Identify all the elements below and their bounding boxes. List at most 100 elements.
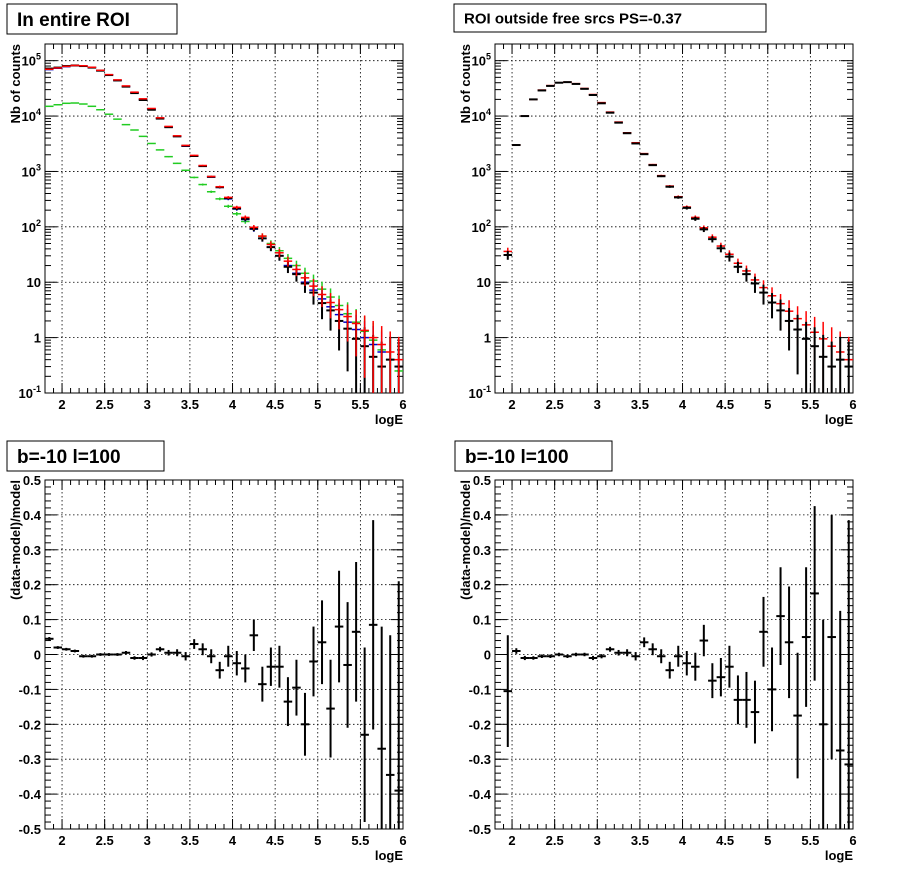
data-point [138,655,148,661]
data-point [343,304,352,342]
y-tick-label: -0.1 [469,682,491,697]
data-point [742,671,751,728]
data-point [537,654,547,658]
y-tick-label: 1 [484,331,491,346]
x-tick-label: 3.5 [181,833,199,848]
data-point [189,639,199,649]
data-point [793,652,802,779]
y-tick-label: -0.5 [469,822,491,837]
data-point [385,331,395,393]
data-point [70,649,80,653]
data-point [691,652,700,681]
data-point [725,645,734,688]
data-point [776,299,785,331]
y-tick-label: 0 [34,648,41,663]
data-point [844,520,853,829]
data-point [767,293,777,319]
data-point [351,310,361,357]
x-tick-label: 5.5 [801,833,819,848]
y-axis-label: (data-model)/model [458,480,473,600]
data-point [224,645,233,667]
data-point [181,169,190,172]
x-tick-label: 4 [679,397,687,412]
title-box [454,440,613,472]
data-point [155,149,165,151]
data-point [793,314,802,375]
data-point [377,326,386,393]
data-point [45,637,54,641]
data-point [827,514,836,760]
y-tick-label: 0.1 [23,613,41,628]
data-point [258,666,267,702]
data-point [656,175,666,178]
data-point [360,647,369,823]
y-tick-label: 0.5 [23,473,41,488]
data-point [699,624,709,657]
data-point [810,327,819,393]
plot-frame [44,479,404,830]
data-point [767,647,777,732]
data-point [716,657,726,697]
spectrum-all-panel: 2 2.5 3 3.5 4 4.5 5 5.5 6 10-1 1 10 102 103 104 105 logE… [6,3,407,427]
y-tick-label: 10-1 [19,384,41,401]
y-tick-label: 105 [472,52,491,69]
data-point [674,645,683,667]
data-point [351,562,361,702]
data-point [241,654,250,683]
data-point [571,652,581,657]
data-point [147,652,156,657]
x-tick-label: 4 [229,833,237,848]
y-tick-label: 0.4 [23,508,42,523]
data-point [520,655,530,661]
chart-title: b=-10 l=100 [17,447,121,468]
data-point [172,135,182,137]
data-point [750,276,760,293]
x-tick-label: 4.5 [266,397,284,412]
data-point [708,236,717,243]
x-tick-label: 4 [679,833,687,848]
x-tick-label: 6 [399,833,406,848]
data-point [172,162,182,165]
data-point [87,654,97,658]
data-point [605,646,615,652]
data-point [164,649,173,656]
data-point [275,645,284,688]
spectrum-outside-panel: 2 2.5 3 3.5 4 4.5 5 5.5 6 10-1 1 10 102 103 104 105 logE… [453,3,857,427]
title-box [453,3,767,33]
data-point [563,654,572,658]
data-point [818,619,828,829]
data-point [665,661,674,679]
data-point [309,626,318,697]
title-box [6,3,178,35]
data-point [810,506,819,681]
data-point [283,256,293,267]
data-point [164,155,173,158]
data-point [716,244,726,253]
data-point [691,216,700,221]
y-tick-label: -0.3 [469,752,491,767]
data-point [631,652,640,661]
data-point [682,651,692,676]
x-tick-label: 5.5 [351,833,369,848]
y-tick-label: 0.5 [473,473,491,488]
y-tick-label: 0 [484,648,491,663]
data-point [614,121,623,124]
data-point [334,570,344,683]
data-point [818,334,828,393]
data-point [181,144,190,147]
data-point [360,315,369,378]
x-tick-label: 5 [314,833,321,848]
data-point [368,320,378,393]
x-tick-label: 2.5 [546,833,564,848]
y-tick-label: 104 [22,107,41,124]
data-point [155,646,165,652]
data-point [622,649,632,657]
data-point [224,204,233,208]
data-point [206,175,216,178]
data-point [639,153,649,156]
data-point [835,336,845,393]
x-axis-label: logE [375,412,403,427]
data-point [394,336,403,393]
x-tick-label: 4.5 [716,833,734,848]
